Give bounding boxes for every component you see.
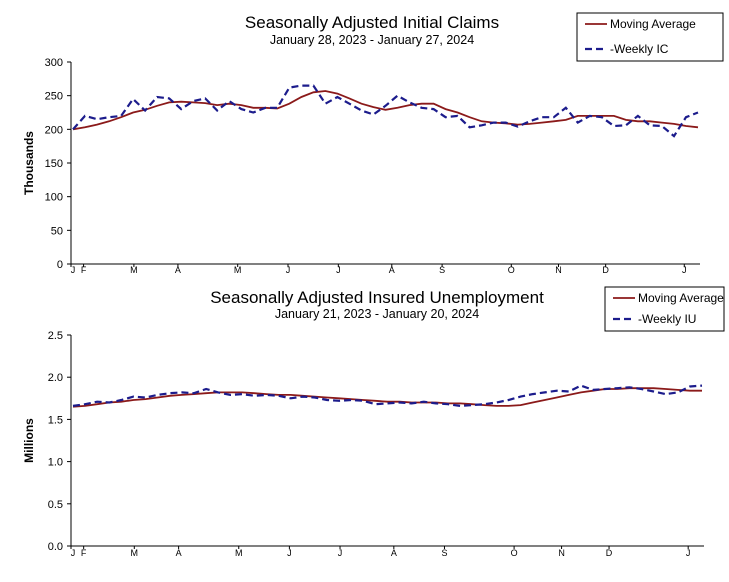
x-tick-label: D bbox=[606, 548, 613, 558]
y-tick-label: 0.5 bbox=[48, 499, 63, 511]
x-tick-label: M bbox=[234, 265, 242, 275]
legend-box bbox=[604, 286, 725, 332]
x-tick-label: F bbox=[81, 548, 87, 558]
x-tick-label: A bbox=[391, 548, 397, 558]
y-tick-label: 1.0 bbox=[48, 457, 63, 469]
moving-average-line bbox=[72, 90, 699, 131]
x-tick-label: F bbox=[81, 265, 87, 275]
x-tick-label: S bbox=[439, 265, 445, 275]
x-tick-label: S bbox=[441, 548, 447, 558]
x-tick-label: O bbox=[508, 265, 515, 275]
y-tick-label: 250 bbox=[45, 91, 63, 103]
y-tick-label: 2.0 bbox=[48, 372, 63, 384]
x-tick-label: J bbox=[686, 548, 691, 558]
x-tick-label: O bbox=[511, 548, 518, 558]
y-tick-label: 0 bbox=[57, 259, 63, 271]
x-tick-label: A bbox=[389, 265, 395, 275]
legend-weekly-label: -Weekly IC bbox=[610, 42, 669, 56]
x-tick-label: J bbox=[682, 265, 687, 275]
y-tick-label: 0.0 bbox=[48, 541, 63, 553]
x-tick-label: A bbox=[175, 265, 181, 275]
y-axis-label: Millions bbox=[22, 418, 36, 463]
x-tick-label: N bbox=[558, 548, 565, 558]
chart-subtitle: January 28, 2023 - January 27, 2024 bbox=[270, 33, 474, 47]
x-tick-label: A bbox=[176, 548, 182, 558]
x-tick-label: J bbox=[287, 548, 292, 558]
chart-subtitle: January 21, 2023 - January 20, 2024 bbox=[275, 307, 479, 321]
x-tick-label: J bbox=[338, 548, 343, 558]
x-tick-label: D bbox=[602, 265, 609, 275]
chart-title: Seasonally Adjusted Initial Claims bbox=[245, 13, 499, 32]
y-tick-label: 300 bbox=[45, 57, 63, 69]
y-tick-label: 150 bbox=[45, 158, 63, 170]
weekly-line bbox=[72, 384, 703, 408]
moving-average-line bbox=[72, 387, 702, 408]
x-tick-label: J bbox=[71, 265, 76, 275]
legend-moving-average-label: Moving Average bbox=[610, 17, 696, 31]
chart-1: Seasonally Adjusted Initial ClaimsJanuar… bbox=[22, 12, 724, 275]
chart-title: Seasonally Adjusted Insured Unemployment bbox=[210, 288, 544, 307]
legend-moving-average-label: Moving Average bbox=[638, 291, 724, 305]
x-tick-label: J bbox=[71, 548, 76, 558]
y-tick-label: 1.5 bbox=[48, 414, 63, 426]
x-tick-label: M bbox=[130, 265, 138, 275]
y-tick-label: 50 bbox=[51, 225, 63, 237]
weekly-line bbox=[72, 84, 699, 138]
x-tick-label: M bbox=[235, 548, 243, 558]
y-tick-label: 2.5 bbox=[48, 330, 63, 342]
y-axis-label: Thousands bbox=[22, 131, 36, 195]
legend-weekly-label: -Weekly IU bbox=[638, 312, 696, 326]
x-tick-label: J bbox=[286, 265, 291, 275]
x-tick-label: J bbox=[336, 265, 341, 275]
y-tick-label: 200 bbox=[45, 124, 63, 136]
legend-box bbox=[576, 12, 724, 62]
x-tick-label: M bbox=[131, 548, 139, 558]
chart-2: Seasonally Adjusted Insured Unemployment… bbox=[22, 286, 725, 558]
y-tick-label: 100 bbox=[45, 192, 63, 204]
legend: Moving Average -Weekly IU bbox=[604, 286, 725, 332]
legend: Moving Average -Weekly IC bbox=[576, 12, 724, 62]
x-tick-label: N bbox=[555, 265, 562, 275]
